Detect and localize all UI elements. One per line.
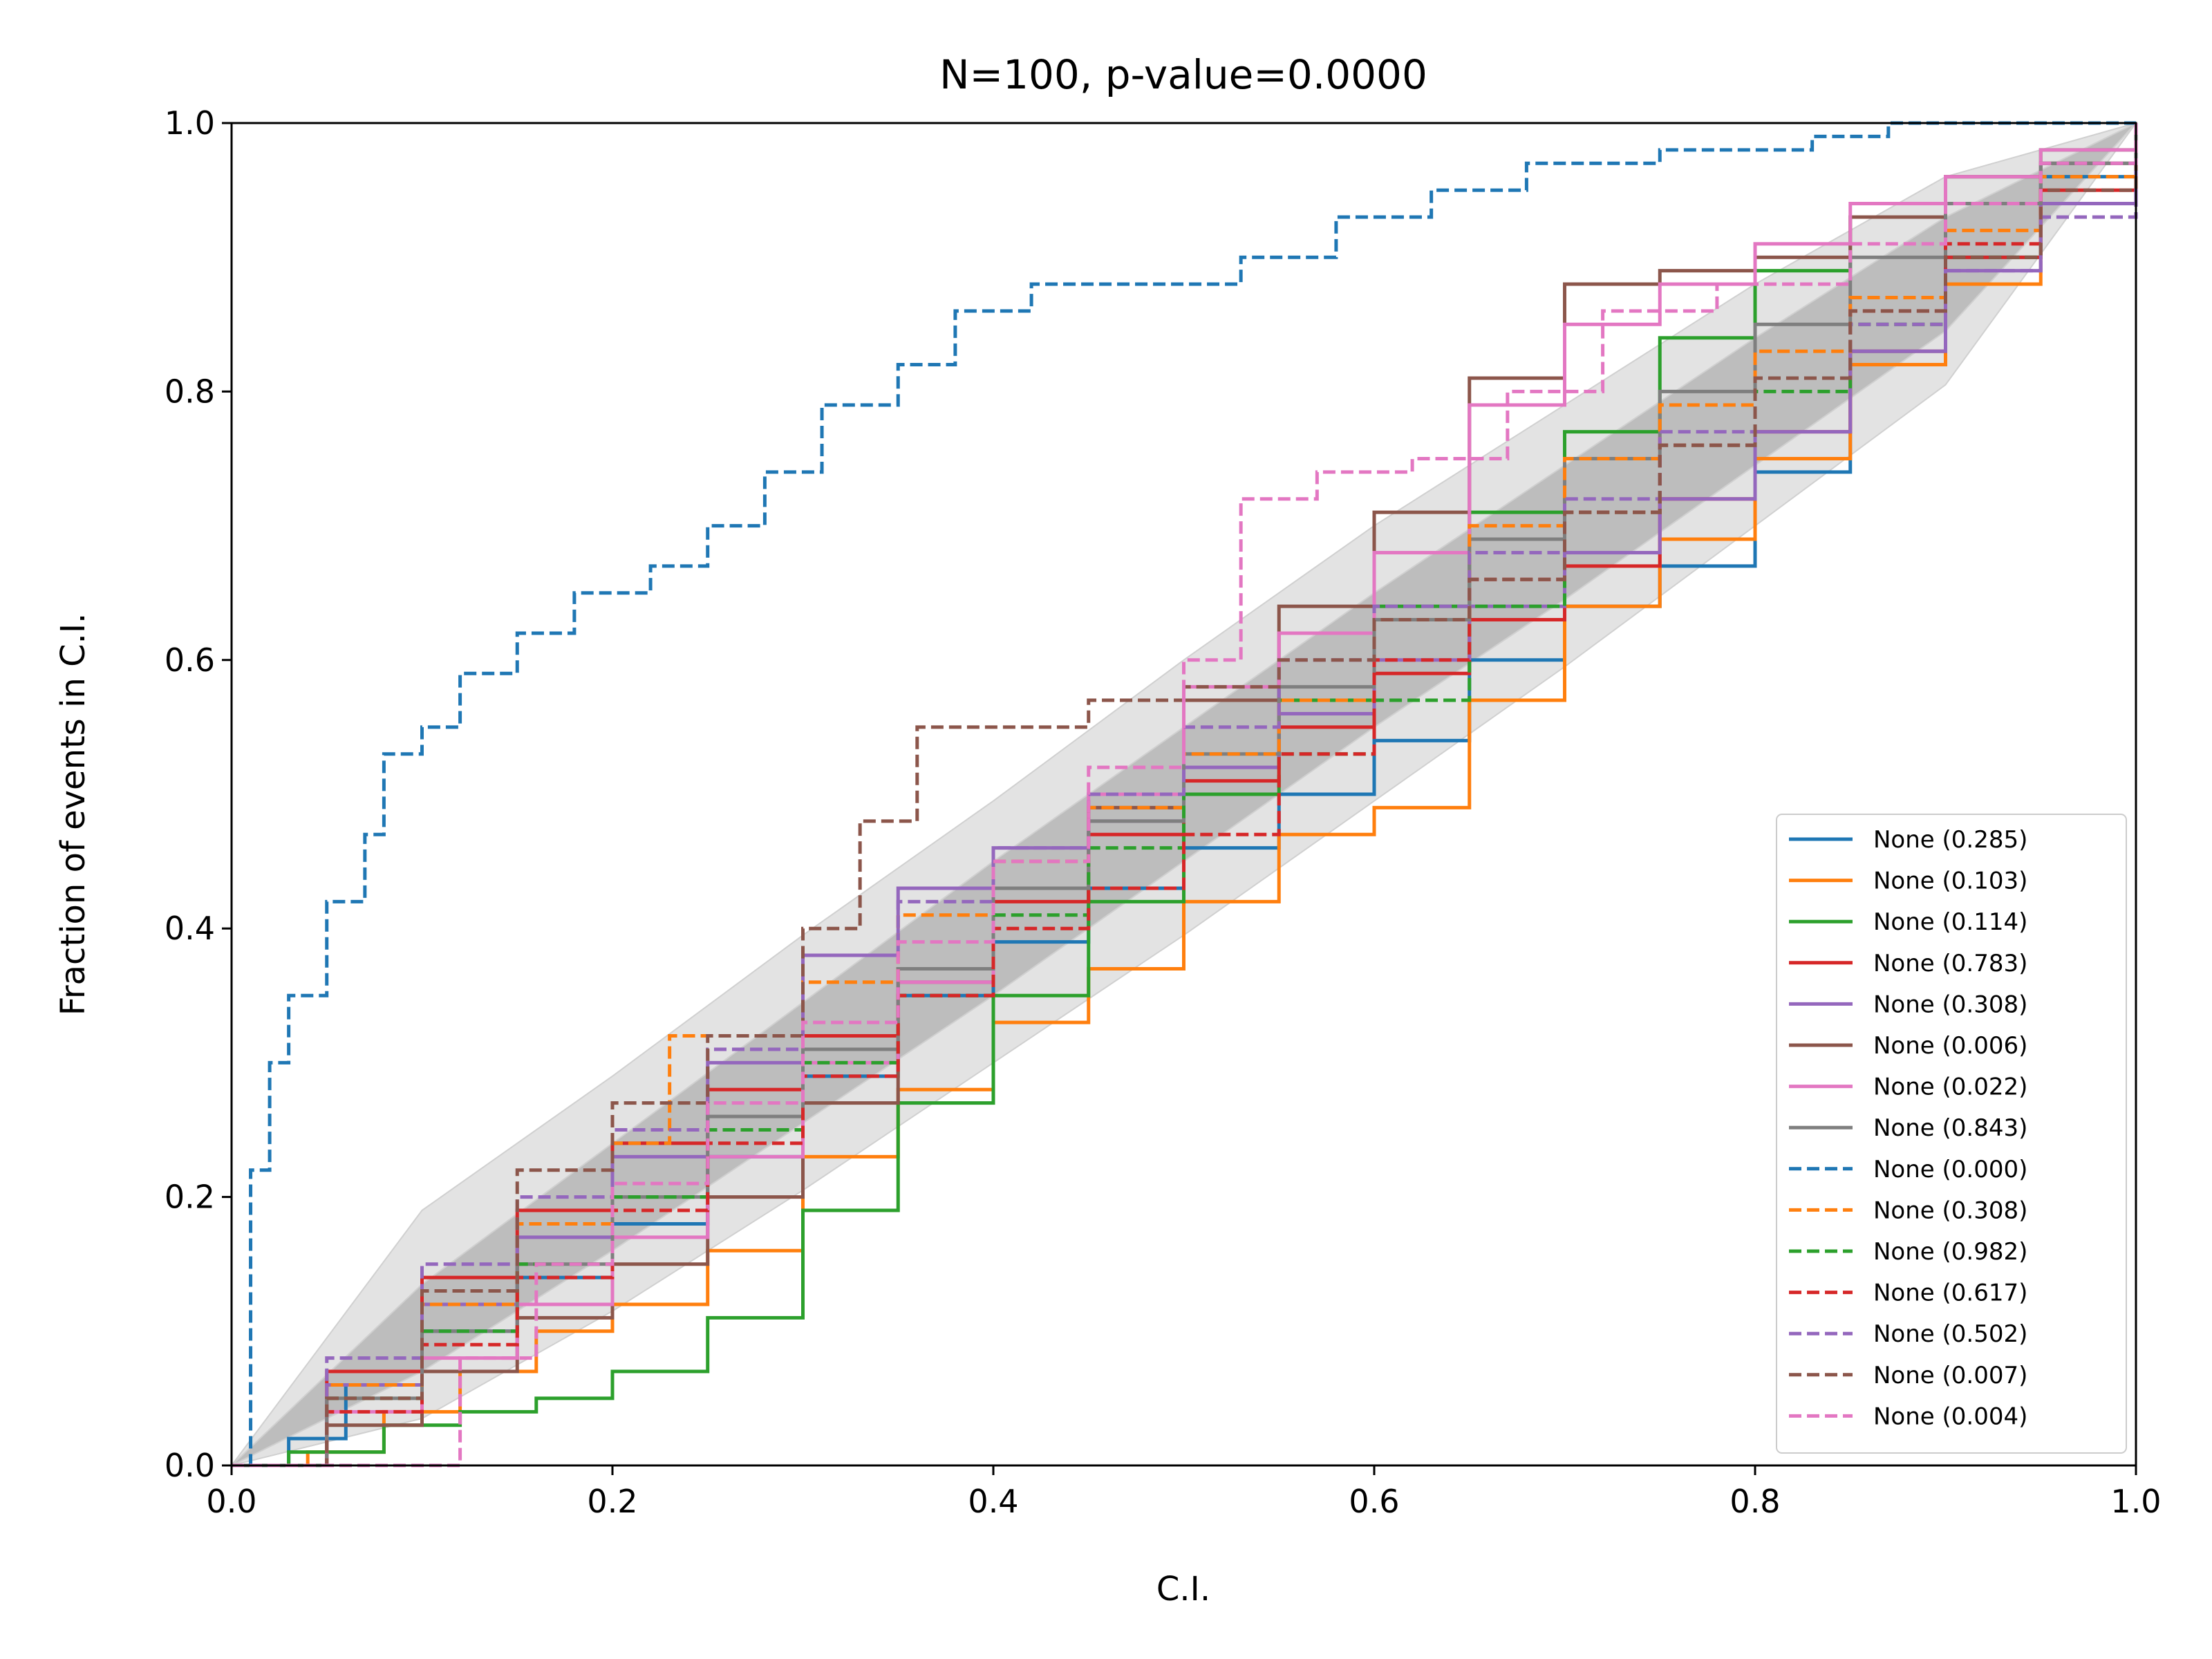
y-tick-label: 0.6 bbox=[165, 641, 215, 679]
legend-entry: None (0.000) bbox=[1873, 1156, 2027, 1183]
x-axis-label: C.I. bbox=[1156, 1570, 1210, 1609]
legend-entry: None (0.007) bbox=[1873, 1362, 2027, 1389]
legend-entry: None (0.502) bbox=[1873, 1320, 2027, 1348]
series-line-9 bbox=[232, 121, 2136, 1468]
legend-entry: None (0.308) bbox=[1873, 991, 2027, 1018]
y-tick-label: 0.2 bbox=[165, 1179, 215, 1216]
series-line-15 bbox=[232, 123, 2138, 1468]
x-tick-label: 0.2 bbox=[587, 1483, 637, 1520]
legend-entry: None (0.308) bbox=[1873, 1197, 2027, 1224]
x-tick-label: 0.6 bbox=[1349, 1483, 1399, 1520]
legend-entry: None (0.114) bbox=[1873, 908, 2027, 936]
x-tick-label: 0.0 bbox=[206, 1483, 256, 1520]
legend: None (0.285) None (0.103) None (0.114) None… bbox=[1776, 814, 2127, 1454]
legend-entry: None (0.617) bbox=[1873, 1280, 2027, 1307]
y-tick-label: 0.8 bbox=[165, 373, 215, 410]
y-tick-label: 0.4 bbox=[165, 910, 215, 947]
plot-frame bbox=[230, 122, 2137, 1467]
legend-entry: None (0.004) bbox=[1873, 1403, 2027, 1430]
axis-ticks: 0.0 0.2 0.4 0.6 0.8 1.0 0.0 0.2 0.4 0.6 0.8 1.0 bbox=[165, 104, 2162, 1520]
y-tick-label: 1.0 bbox=[165, 104, 215, 142]
legend-entry: None (0.982) bbox=[1873, 1238, 2027, 1266]
series-lines bbox=[232, 121, 2138, 1468]
y-axis-label: Fraction of events in C.I. bbox=[54, 613, 93, 1016]
legend-entry: None (0.285) bbox=[1873, 826, 2027, 854]
legend-box bbox=[1776, 814, 2127, 1454]
legend-entry: None (0.783) bbox=[1873, 950, 2027, 977]
series-line-12 bbox=[232, 123, 2138, 1468]
series-line-2 bbox=[232, 123, 2138, 1468]
x-tick-label: 1.0 bbox=[2110, 1483, 2161, 1520]
series-line-14 bbox=[232, 123, 2138, 1468]
legend-entry: None (0.006) bbox=[1873, 1032, 2027, 1060]
chart-title: N=100, p-value=0.0000 bbox=[939, 51, 1427, 98]
legend-entry: None (0.103) bbox=[1873, 868, 2027, 895]
x-tick-label: 0.8 bbox=[1730, 1483, 1780, 1520]
legend-entry: None (0.843) bbox=[1873, 1114, 2027, 1142]
y-tick-label: 0.0 bbox=[165, 1447, 215, 1484]
x-tick-label: 0.4 bbox=[968, 1483, 1018, 1520]
legend-entry: None (0.022) bbox=[1873, 1074, 2027, 1101]
